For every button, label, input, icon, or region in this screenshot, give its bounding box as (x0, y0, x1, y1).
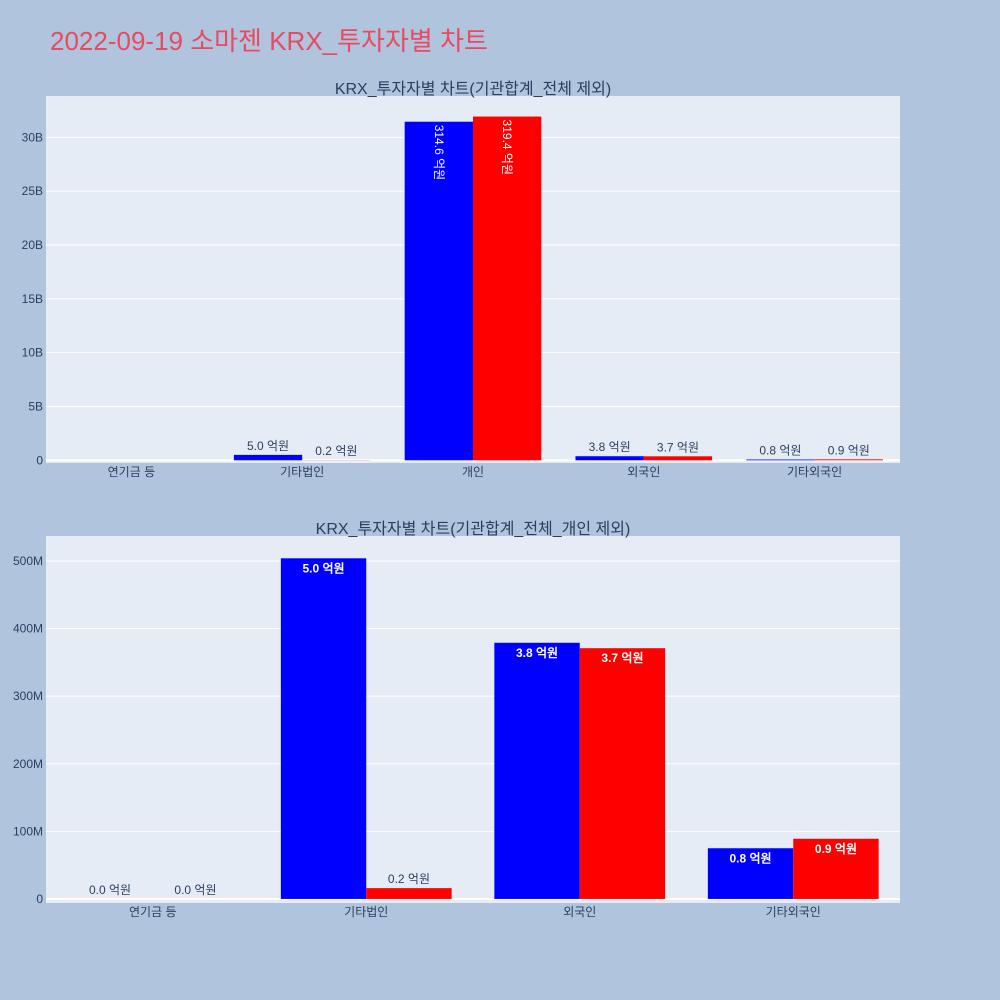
bar-value-label: 0.9 억원 (815, 842, 857, 856)
x-tick-label: 외국인 (627, 465, 660, 479)
bar (280, 558, 367, 899)
bar-value-label: 3.8 억원 (516, 646, 558, 660)
bar-value-label: 0.2 억원 (315, 444, 357, 458)
y-tick-label: 15B (22, 292, 43, 306)
bar-value-label: 319.4 억원 (500, 120, 514, 175)
bars (233, 116, 883, 461)
bar (746, 459, 815, 461)
x-axis: 연기금 등 기타법인 외국인 기타외국인 (129, 905, 821, 919)
y-tick-label: 5B (28, 399, 43, 413)
chart-panel-top: 5.0 억원 0.2 억원 314.6 억원 319.4 억원 3.8 억원 3.7 억원… (22, 80, 900, 479)
x-tick-label: 개인 (462, 465, 484, 479)
bar (473, 116, 542, 461)
bar (707, 848, 794, 899)
y-tick-label: 30B (22, 130, 43, 144)
y-axis: 0 100M 200M 300M 400M 500M (13, 554, 43, 906)
bar (494, 642, 580, 899)
bar (233, 454, 303, 461)
y-tick-label: 400M (13, 622, 43, 636)
plot-area (46, 536, 900, 903)
figure-title: 2022-09-19 소마젠 KRX_투자자별 차트 (50, 26, 488, 56)
x-axis: 연기금 등 기타법인 개인 외국인 기타외국인 (108, 465, 843, 479)
y-tick-label: 100M (13, 824, 43, 838)
bar (575, 456, 644, 461)
bar-value-label: 3.7 억원 (601, 651, 643, 665)
bar-value-label: 0.9 억원 (828, 443, 870, 457)
y-tick-label: 0 (36, 892, 43, 906)
x-tick-label: 기타법인 (344, 905, 388, 919)
x-tick-label: 기타외국인 (787, 465, 842, 479)
y-tick-label: 300M (13, 689, 43, 703)
x-tick-label: 기타법인 (280, 465, 324, 479)
chart-title: KRX_투자자별 차트(기관합계_전체 제외) (335, 80, 611, 98)
y-tick-label: 500M (13, 554, 43, 568)
bar-value-label: 0.0 억원 (174, 883, 216, 897)
x-tick-label: 기타외국인 (766, 905, 821, 919)
chart-title: KRX_투자자별 차트(기관합계_전체_개인 제외) (316, 520, 631, 538)
y-tick-label: 25B (22, 184, 43, 198)
bar (404, 121, 473, 461)
bar (814, 459, 883, 461)
bar-labels: 5.0 억원 0.2 억원 314.6 억원 319.4 억원 3.8 억원 3.7 억원… (247, 120, 870, 459)
x-tick-label: 연기금 등 (108, 465, 156, 479)
bar-value-label: 0.2 억원 (388, 872, 430, 886)
bar (579, 648, 666, 899)
x-tick-label: 연기금 등 (129, 905, 177, 919)
bar-value-label: 314.6 억원 (432, 125, 446, 180)
bars (280, 558, 879, 899)
bar (793, 838, 879, 899)
y-axis: 0 5B 10B 15B 20B 25B 30B (22, 130, 44, 467)
bar (643, 456, 713, 461)
bar-value-label: 0.0 억원 (89, 883, 131, 897)
y-tick-label: 0 (36, 453, 43, 467)
bar-value-label: 3.7 억원 (657, 440, 699, 454)
y-tick-label: 20B (22, 238, 43, 252)
bar (366, 888, 452, 899)
bar-value-label: 0.8 억원 (729, 851, 771, 865)
bar-value-label: 0.8 억원 (759, 444, 801, 458)
bar-value-label: 5.0 억원 (247, 439, 289, 453)
chart-panel-bottom: 0.0 억원 0.0 억원 5.0 억원 0.2 억원 3.8 억원 3.7 억원 0.8 … (13, 520, 900, 919)
bar-value-label: 5.0 억원 (302, 561, 344, 575)
bar-value-label: 3.8 억원 (589, 440, 631, 454)
y-tick-label: 200M (13, 757, 43, 771)
bar-labels: 0.0 억원 0.0 억원 5.0 억원 0.2 억원 3.8 억원 3.7 억원 0.8 … (89, 561, 857, 897)
x-tick-label: 외국인 (563, 905, 596, 919)
y-tick-label: 10B (22, 346, 43, 360)
